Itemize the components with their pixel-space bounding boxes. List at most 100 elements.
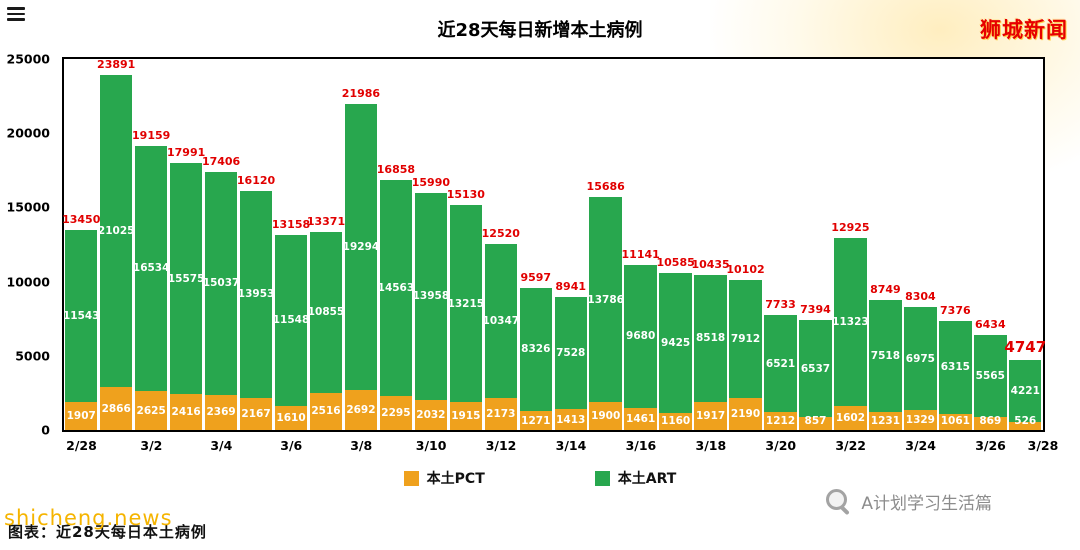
art-value-label: 13786 <box>587 293 624 306</box>
bar-segment-art <box>134 145 168 392</box>
art-value-label: 6315 <box>940 361 970 374</box>
x-tick-label: 3/28 <box>1027 438 1059 453</box>
bar-segment-art <box>169 163 203 395</box>
bar-segment-art <box>65 230 98 402</box>
pct-value-label: 1610 <box>276 412 306 425</box>
pct-value-label: 1160 <box>661 415 691 427</box>
total-value-label: 8749 <box>870 283 901 297</box>
art-value-label: 13953 <box>237 288 275 301</box>
y-tick-label: 25000 <box>6 51 51 67</box>
bar-segment-art <box>274 234 308 407</box>
total-value-label: 17406 <box>201 154 241 168</box>
total-value-label: 8304 <box>905 289 936 303</box>
pct-value-label: 2369 <box>206 406 236 419</box>
site-logo: 狮城新闻 <box>980 18 1068 42</box>
bar-segment-pct <box>729 397 762 430</box>
art-value-label: 19294 <box>342 240 380 253</box>
art-value-label: 11548 <box>272 314 310 327</box>
x-tick-label: 3/4 <box>210 438 233 453</box>
total-value-label: 12520 <box>481 227 520 241</box>
bar-segment-art <box>624 264 657 409</box>
x-tick-label: 3/14 <box>555 438 587 453</box>
x-tick-label: 3/8 <box>350 438 373 453</box>
art-value-label: 6975 <box>905 352 935 365</box>
legend-item-art: 本土ART <box>594 468 676 488</box>
pct-value-label: 1602 <box>835 412 866 425</box>
x-tick-label: 3/2 <box>140 438 163 453</box>
art-value-label: 9680 <box>626 330 656 343</box>
art-value-label: 13958 <box>412 290 450 303</box>
art-value-label: 7912 <box>730 332 761 345</box>
total-value-label: 13371 <box>306 214 346 228</box>
bar-segment-pct <box>1009 422 1042 430</box>
total-value-label: 16858 <box>376 162 416 176</box>
bar-segment-pct <box>869 411 902 430</box>
menu-icon[interactable] <box>7 7 25 21</box>
total-value-label: 13158 <box>271 217 311 231</box>
art-value-label: 16534 <box>132 262 170 275</box>
bar-segment-pct <box>939 414 972 430</box>
total-value-label: 10102 <box>726 263 765 277</box>
pct-value-label: 526 <box>1014 415 1037 427</box>
x-tick-label: 3/20 <box>765 438 797 453</box>
art-value-label: 9425 <box>661 336 691 349</box>
legend-label-pct: 本土PCT <box>426 471 485 487</box>
art-value-label: 7528 <box>556 347 586 360</box>
y-tick-label: 15000 <box>6 199 51 215</box>
pct-value-label: 1413 <box>556 413 586 426</box>
total-value-label: 15686 <box>586 180 625 194</box>
bar-segment-art <box>484 244 518 398</box>
bar-segment-art <box>939 320 972 415</box>
bar-segment-art <box>204 171 238 395</box>
art-value-label: 5565 <box>975 369 1005 382</box>
total-value-label: 7733 <box>765 298 796 312</box>
chart-caption: 图表：近28天每日本土病例 <box>8 523 207 541</box>
bar-segment-pct <box>239 397 273 430</box>
total-value-label: 13450 <box>62 213 101 227</box>
x-tick-label: 3/6 <box>280 438 303 453</box>
total-value-label: 9597 <box>520 270 552 284</box>
bar-segment-art <box>414 192 448 400</box>
bar-segment-art <box>344 103 378 391</box>
art-value-label: 10347 <box>482 314 520 327</box>
bar-segment-art <box>449 205 483 402</box>
bar-segment-pct <box>694 401 727 430</box>
bar-segment-pct <box>799 417 832 430</box>
bar-segment-pct <box>659 412 692 430</box>
art-value-label: 7518 <box>870 349 901 362</box>
plot-area: 1907 11543 13450 2866 21025 23891 2625 16534 191… <box>62 57 1046 432</box>
bar-segment-pct <box>134 391 168 430</box>
pct-value-label: 857 <box>804 415 827 427</box>
bar-segment-art <box>694 275 727 402</box>
pct-value-label: 2167 <box>241 407 271 420</box>
art-value-label: 8326 <box>521 343 551 356</box>
pct-value-label: 1061 <box>940 415 970 427</box>
legend-item-pct: 本土PCT <box>403 468 485 488</box>
art-value-label: 10855 <box>307 306 345 319</box>
total-value-label: 11141 <box>621 247 660 261</box>
x-tick-label: 3/22 <box>835 438 867 453</box>
x-tick-label: 3/12 <box>485 438 517 453</box>
bar-segment-art <box>659 272 692 413</box>
total-value-label: 7376 <box>940 303 971 317</box>
bar-segment-pct <box>274 406 308 430</box>
bar-segment-pct <box>449 401 483 430</box>
art-value-label: 14563 <box>377 281 415 294</box>
pct-value-label: 1907 <box>66 409 96 422</box>
bar-segment-art <box>309 231 343 393</box>
pct-value-label: 2190 <box>730 407 761 420</box>
bar-segment-pct <box>65 401 98 430</box>
total-value-label: 8941 <box>555 280 587 294</box>
pct-value-label: 1461 <box>626 413 656 426</box>
pct-value-label: 1231 <box>870 414 901 427</box>
total-value-label: 16120 <box>236 173 276 187</box>
watermark: shicheng.news <box>4 506 173 530</box>
total-value-label: 7394 <box>800 303 831 317</box>
bar-segment-art <box>239 190 273 398</box>
x-tick-label: 3/16 <box>625 438 657 453</box>
art-value-label: 6521 <box>765 357 796 370</box>
bar-segment-art <box>519 287 552 412</box>
y-tick-label: 0 <box>41 422 50 438</box>
bar-segment-pct <box>624 408 657 430</box>
total-value-label: 12925 <box>831 221 870 235</box>
